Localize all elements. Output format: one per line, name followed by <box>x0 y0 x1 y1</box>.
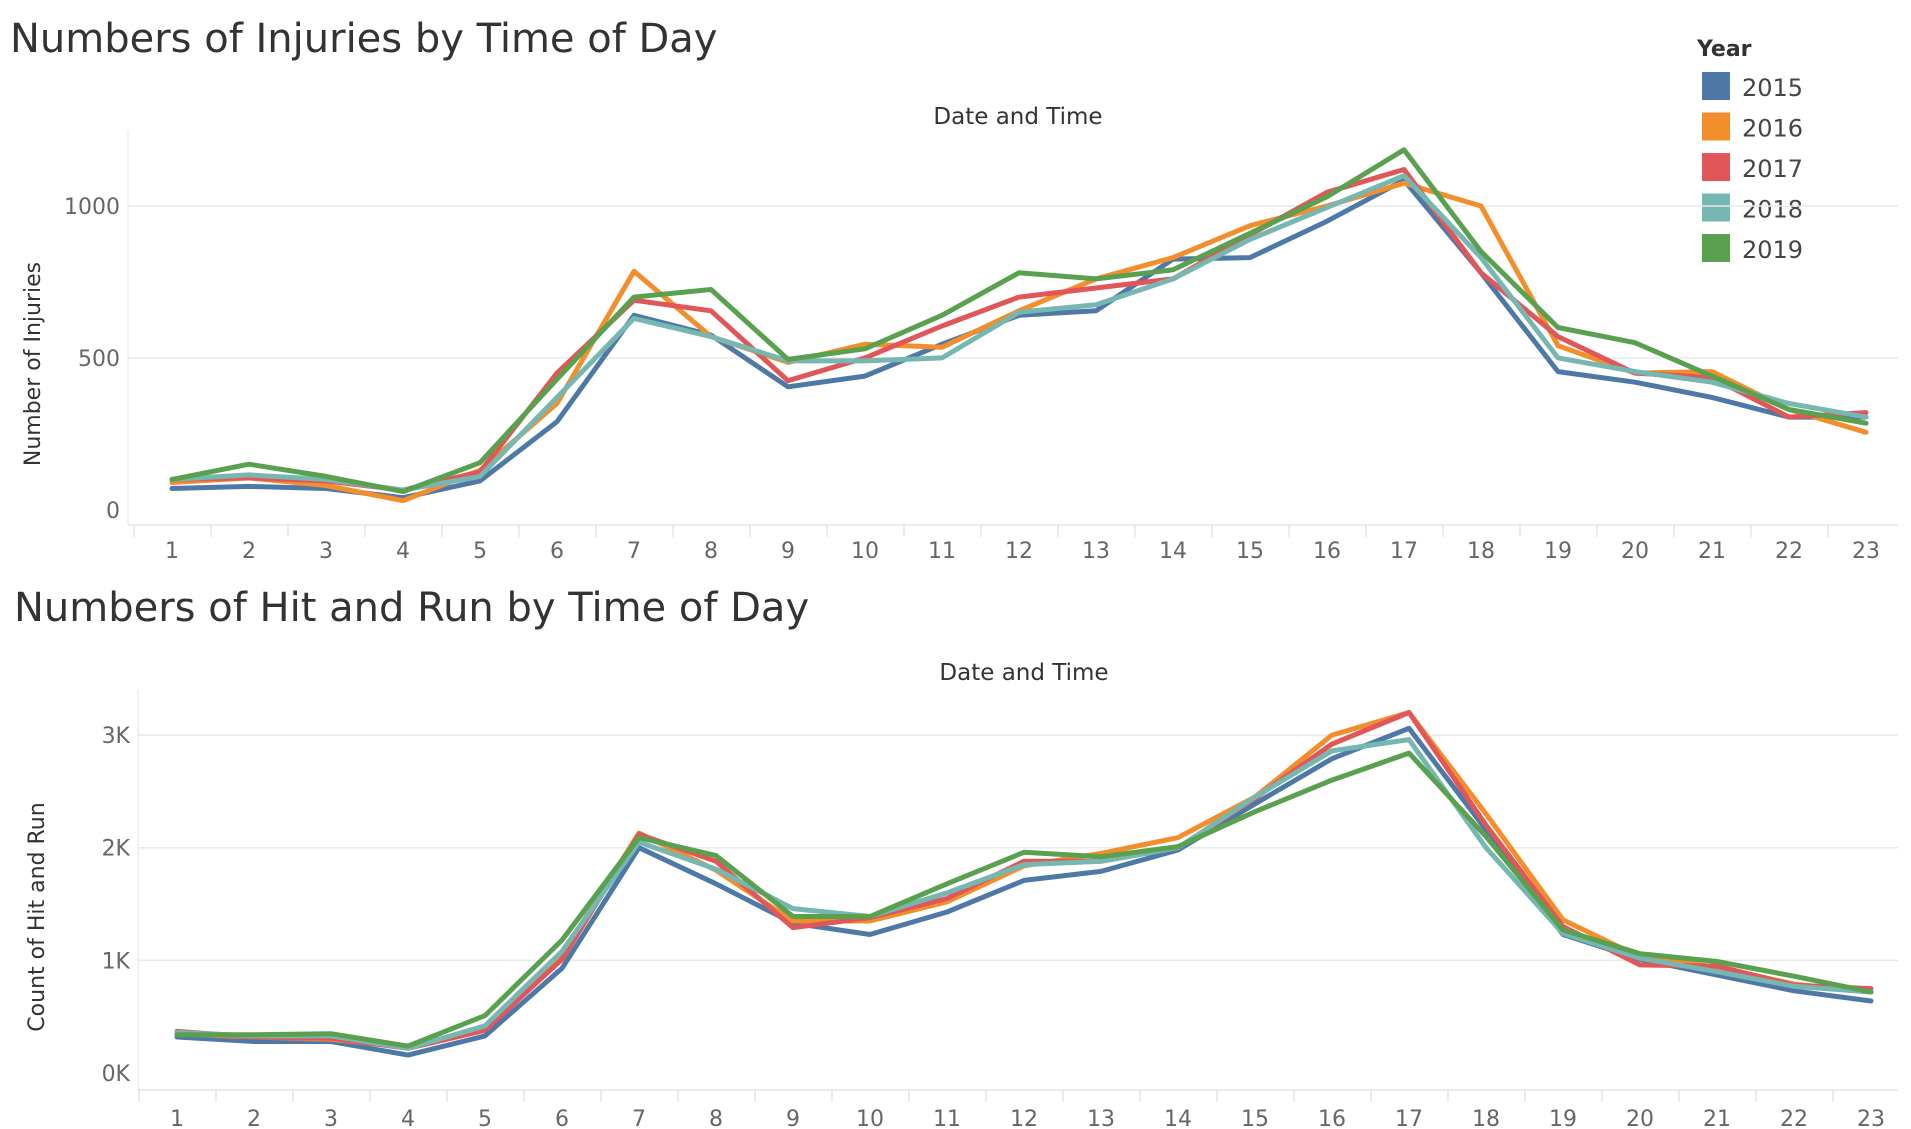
x-tick-label: 17 <box>1395 1107 1423 1129</box>
x-tick-label: 3 <box>319 539 333 564</box>
series-line-2019 <box>169 147 1869 495</box>
x-tick-label: 23 <box>1857 1107 1885 1129</box>
column-header: Date and Time <box>939 660 1108 686</box>
y-tick-label: 3K <box>102 724 131 749</box>
y-tick-label: 0K <box>102 1062 131 1087</box>
y-tick-label: 1000 <box>64 195 120 220</box>
y-tick-label: 500 <box>78 347 120 372</box>
x-tick-label: 21 <box>1703 1107 1731 1129</box>
legend-swatch-2018[interactable] <box>1702 193 1730 222</box>
x-tick-label: 7 <box>632 1107 646 1129</box>
x-tick-label: 4 <box>401 1107 415 1129</box>
x-tick-label: 23 <box>1852 539 1880 564</box>
legend-title: Year <box>1696 37 1752 62</box>
x-tick-label: 2 <box>242 539 256 564</box>
x-tick-label: 2 <box>247 1107 261 1129</box>
x-tick-label: 20 <box>1626 1107 1654 1129</box>
x-tick-label: 16 <box>1318 1107 1346 1129</box>
x-tick-label: 8 <box>704 539 718 564</box>
x-tick-label: 12 <box>1005 539 1033 564</box>
series-line-2016 <box>169 180 1869 504</box>
series-line-2017 <box>169 167 1869 493</box>
series-line-2015 <box>174 725 1874 1058</box>
chart-title: Numbers of Injuries by Time of Day <box>10 16 717 62</box>
hit-and-run-chart-panel: Numbers of Hit and Run by Time of Day Dat… <box>14 585 1898 1129</box>
series-line-2018 <box>174 737 1874 1051</box>
x-tick-label: 10 <box>856 1107 884 1129</box>
series-line-2015 <box>169 177 1869 501</box>
x-tick-label: 14 <box>1164 1107 1192 1129</box>
x-tick-label: 9 <box>781 539 795 564</box>
x-tick-label: 17 <box>1390 539 1418 564</box>
series-line-2018 <box>169 173 1869 493</box>
x-tick-label: 11 <box>933 1107 961 1129</box>
y-axis-label: Number of Injuries <box>21 262 46 466</box>
x-tick-label: 13 <box>1087 1107 1115 1129</box>
x-tick-label: 22 <box>1780 1107 1808 1129</box>
y-tick-label: 1K <box>102 949 131 974</box>
x-tick-label: 10 <box>851 539 879 564</box>
legend-label-2016[interactable]: 2016 <box>1742 115 1803 143</box>
x-tick-label: 19 <box>1549 1107 1577 1129</box>
x-tick-label: 9 <box>786 1107 800 1129</box>
legend-swatch-2019[interactable] <box>1702 234 1730 262</box>
injuries-chart-panel: Numbers of Injuries by Time of Day Date a… <box>10 16 1898 564</box>
x-tick-label: 1 <box>170 1107 184 1129</box>
legend: Year 2015 2016 2017 2018 2019 <box>1696 37 1803 264</box>
y-axis-label: Count of Hit and Run <box>25 802 50 1031</box>
x-tick-label: 7 <box>627 539 641 564</box>
x-tick-label: 4 <box>396 539 410 564</box>
x-tick-label: 6 <box>550 539 564 564</box>
legend-label-2018[interactable]: 2018 <box>1742 196 1803 224</box>
legend-swatch-2015[interactable] <box>1702 72 1730 100</box>
x-tick-label: 1 <box>165 539 179 564</box>
y-tick-label: 2K <box>102 837 131 862</box>
x-tick-label: 18 <box>1472 1107 1500 1129</box>
x-tick-label: 5 <box>478 1107 492 1129</box>
y-tick-label: 0 <box>106 499 120 524</box>
x-tick-label: 18 <box>1467 539 1495 564</box>
x-tick-label: 21 <box>1698 539 1726 564</box>
x-tick-label: 19 <box>1544 539 1572 564</box>
x-tick-label: 11 <box>928 539 956 564</box>
x-tick-label: 6 <box>555 1107 569 1129</box>
x-tick-label: 15 <box>1236 539 1264 564</box>
legend-label-2015[interactable]: 2015 <box>1742 74 1803 102</box>
x-tick-label: 15 <box>1241 1107 1269 1129</box>
legend-swatch-2017[interactable] <box>1702 153 1730 181</box>
x-tick-label: 8 <box>709 1107 723 1129</box>
chart-title: Numbers of Hit and Run by Time of Day <box>14 585 809 631</box>
column-header: Date and Time <box>933 104 1102 130</box>
x-tick-label: 22 <box>1775 539 1803 564</box>
legend-swatch-2016[interactable] <box>1702 112 1730 141</box>
x-tick-label: 13 <box>1082 539 1110 564</box>
x-tick-label: 16 <box>1313 539 1341 564</box>
x-tick-label: 3 <box>324 1107 338 1129</box>
x-tick-label: 12 <box>1010 1107 1038 1129</box>
x-tick-label: 20 <box>1621 539 1649 564</box>
x-tick-label: 5 <box>473 539 487 564</box>
series-line-2019 <box>174 750 1874 1049</box>
legend-label-2019[interactable]: 2019 <box>1742 236 1803 264</box>
x-tick-label: 14 <box>1159 539 1187 564</box>
legend-label-2017[interactable]: 2017 <box>1742 155 1803 183</box>
